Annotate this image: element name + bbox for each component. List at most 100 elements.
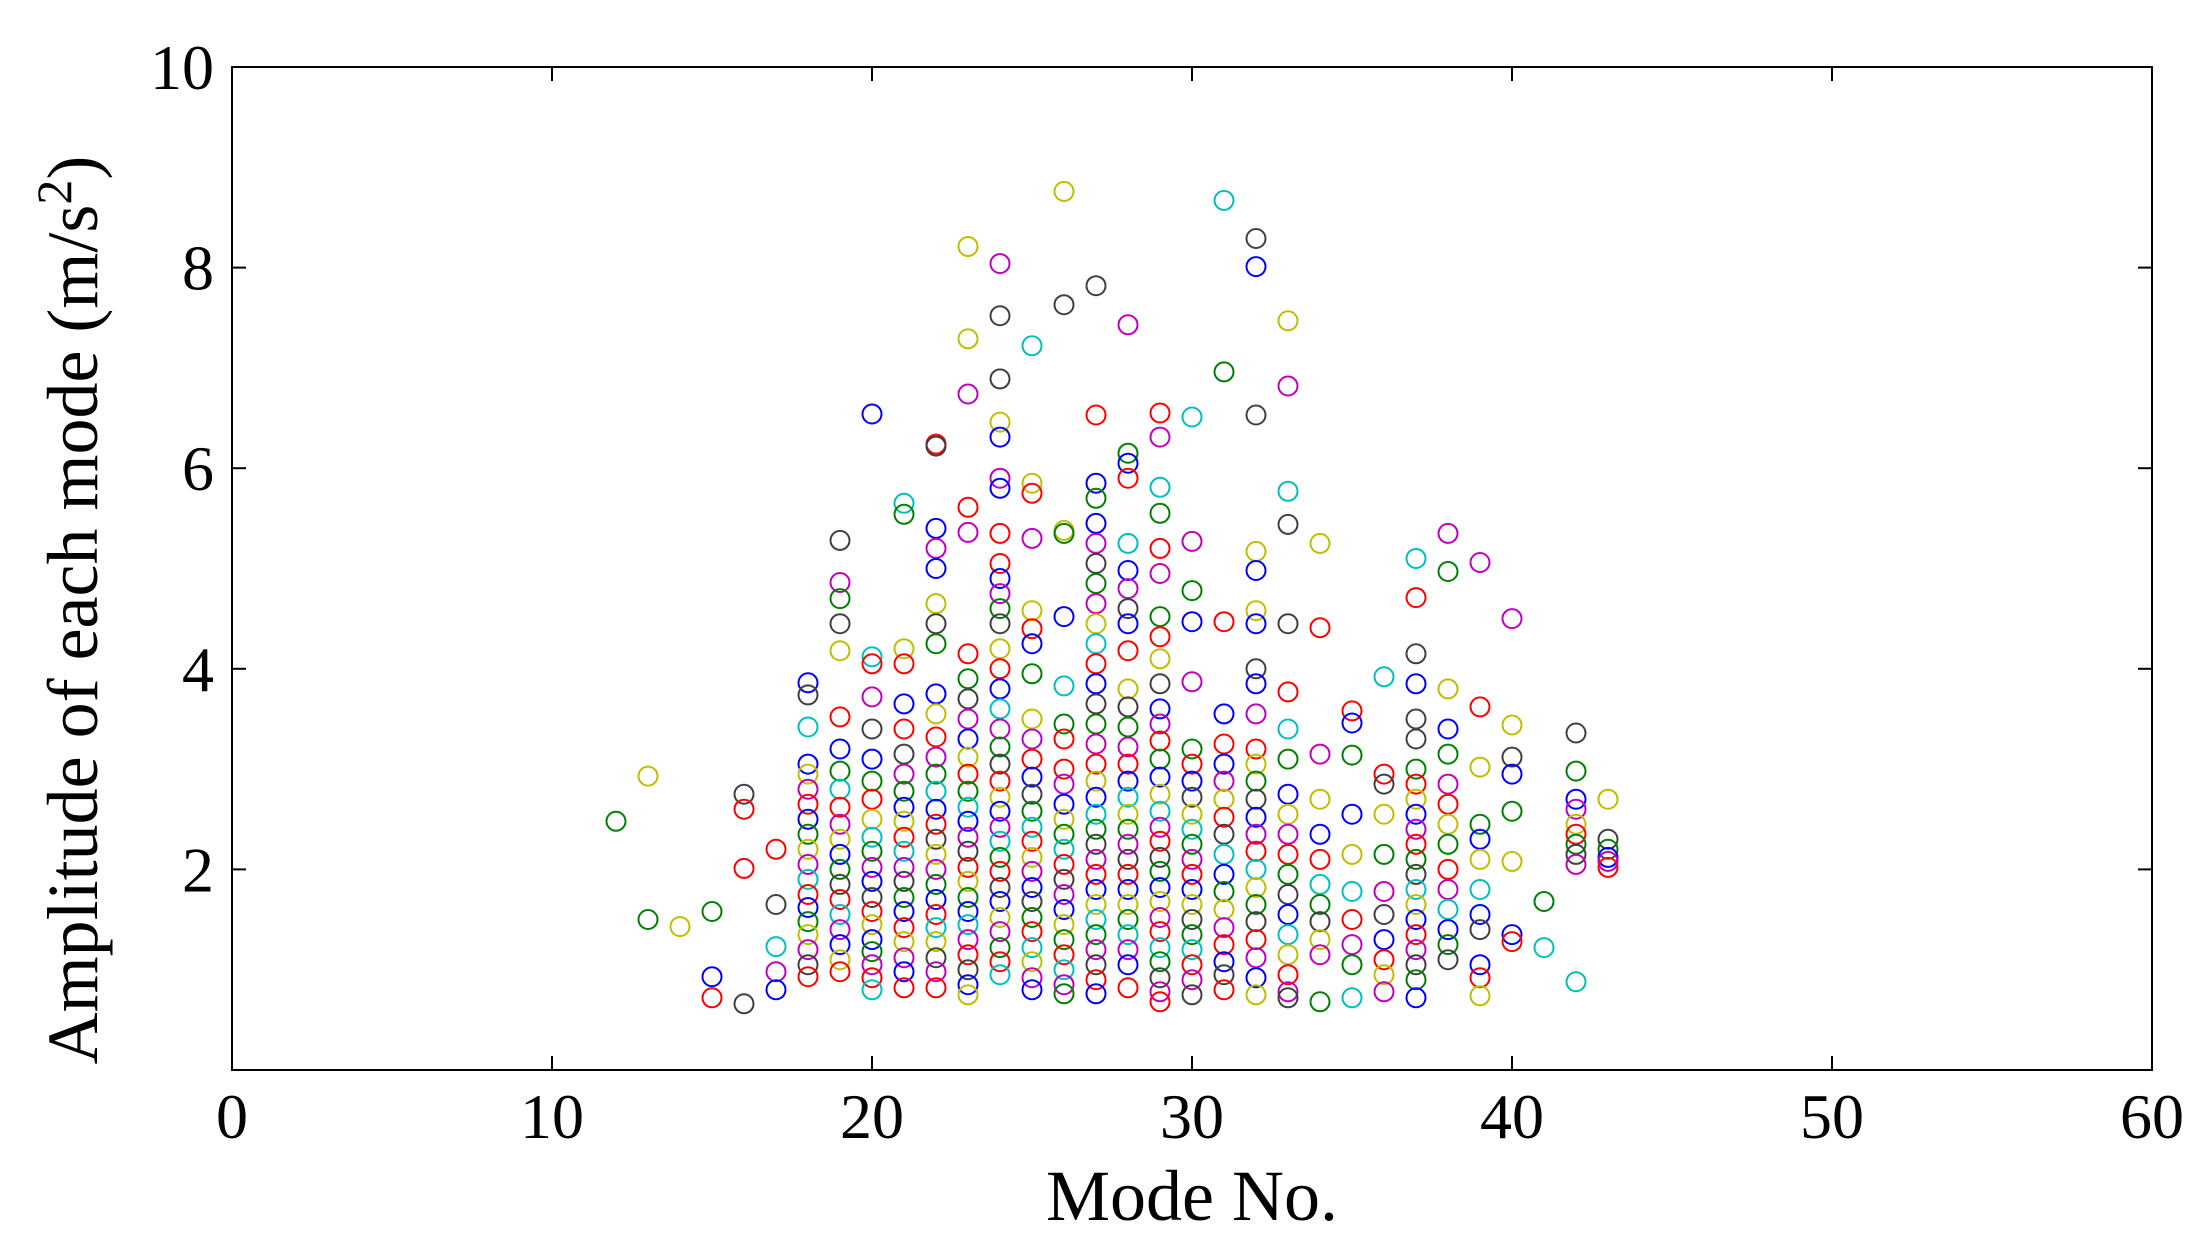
y-tick-labels: 2 4 6 8 10 xyxy=(150,32,214,905)
data-point xyxy=(1437,793,1459,815)
data-point xyxy=(989,613,1011,635)
data-point xyxy=(925,798,947,820)
data-point xyxy=(1501,714,1523,736)
data-point xyxy=(1405,833,1427,855)
data-point xyxy=(1053,868,1075,890)
data-point xyxy=(829,738,851,760)
data-point xyxy=(1213,806,1235,828)
data-point xyxy=(989,800,1011,822)
data-point xyxy=(1053,959,1075,981)
data-point xyxy=(1149,830,1171,852)
data-point xyxy=(1021,967,1043,989)
data-point xyxy=(1149,626,1171,648)
data-point xyxy=(1021,600,1043,622)
data-point xyxy=(829,796,851,818)
data-point xyxy=(1213,703,1235,725)
data-point xyxy=(893,638,915,660)
data-point xyxy=(925,977,947,999)
data-point xyxy=(1053,929,1075,951)
data-point xyxy=(1565,971,1587,993)
data-point xyxy=(1117,803,1139,825)
data-point xyxy=(797,853,819,875)
data-point xyxy=(1213,863,1235,885)
data-point xyxy=(1213,753,1235,775)
data-point xyxy=(1021,335,1043,357)
data-points xyxy=(605,180,1619,1015)
data-point xyxy=(1309,894,1331,915)
data-point xyxy=(1437,833,1459,855)
data-point xyxy=(1085,969,1107,991)
data-point xyxy=(1245,613,1267,635)
data-point xyxy=(797,672,819,694)
data-point xyxy=(1277,375,1299,397)
data-point xyxy=(1213,189,1235,211)
data-point xyxy=(829,949,851,971)
data-point xyxy=(1117,578,1139,600)
data-point xyxy=(1117,939,1139,961)
data-point xyxy=(989,786,1011,808)
data-point xyxy=(1021,907,1043,928)
data-point xyxy=(1053,522,1075,544)
data-point xyxy=(893,947,915,969)
data-point xyxy=(1117,848,1139,870)
data-point xyxy=(925,683,947,705)
data-point xyxy=(1501,763,1523,785)
data-point xyxy=(1405,969,1427,991)
data-point xyxy=(1085,818,1107,840)
data-point xyxy=(989,846,1011,868)
data-point xyxy=(1181,738,1203,760)
data-point xyxy=(1341,909,1363,930)
data-point xyxy=(797,924,819,946)
data-point xyxy=(765,936,787,958)
data-point xyxy=(861,929,883,951)
y-axis-label-main: Amplitude of each mode (m/s xyxy=(33,205,113,1065)
data-point xyxy=(829,889,851,910)
data-point xyxy=(1213,733,1235,755)
data-point xyxy=(957,780,979,802)
data-point xyxy=(957,728,979,750)
data-point xyxy=(989,891,1011,912)
data-point xyxy=(1437,899,1459,920)
data-point xyxy=(1565,823,1587,845)
data-point xyxy=(1021,800,1043,822)
data-point xyxy=(1181,954,1203,976)
data-point xyxy=(1053,853,1075,875)
data-point xyxy=(1309,873,1331,895)
data-point xyxy=(1277,904,1299,925)
data-point xyxy=(1437,743,1459,765)
data-point xyxy=(989,937,1011,959)
data-point xyxy=(1117,640,1139,662)
data-point xyxy=(1117,786,1139,808)
data-point xyxy=(1181,671,1203,693)
y-tick-label: 10 xyxy=(150,32,214,103)
data-point xyxy=(1213,951,1235,973)
data-point xyxy=(989,253,1011,275)
data-point xyxy=(989,860,1011,882)
data-point xyxy=(1341,881,1363,902)
data-point xyxy=(1405,924,1427,946)
data-point xyxy=(797,778,819,800)
data-point xyxy=(1405,939,1427,961)
data-point xyxy=(1501,924,1523,946)
data-point xyxy=(1085,532,1107,554)
data-point xyxy=(957,796,979,818)
data-point xyxy=(1053,808,1075,830)
data-point xyxy=(1053,914,1075,936)
data-point xyxy=(1149,783,1171,805)
data-point xyxy=(1277,843,1299,865)
data-point xyxy=(1405,863,1427,885)
data-point xyxy=(797,884,819,905)
data-point xyxy=(1053,974,1075,996)
data-point xyxy=(1117,770,1139,792)
data-point xyxy=(957,944,979,966)
data-point xyxy=(1181,984,1203,1006)
data-point xyxy=(1277,310,1299,332)
data-point xyxy=(1117,560,1139,581)
x-tick-label: 50 xyxy=(1800,1081,1864,1152)
data-point xyxy=(1245,788,1267,810)
data-point xyxy=(1245,877,1267,898)
data-point xyxy=(861,914,883,936)
data-point xyxy=(1085,613,1107,635)
data-point xyxy=(925,917,947,939)
data-point xyxy=(989,305,1011,327)
